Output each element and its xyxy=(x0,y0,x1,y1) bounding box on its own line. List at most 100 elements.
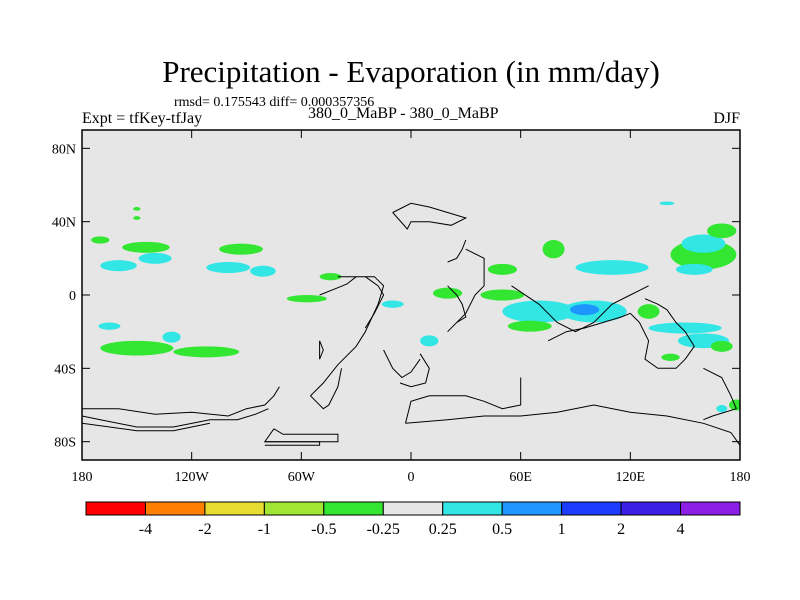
x-tick-label: 120E xyxy=(616,470,646,485)
contour-region xyxy=(98,322,121,330)
x-tick-label: 60W xyxy=(288,470,316,485)
contour-region xyxy=(250,265,276,277)
contour-region xyxy=(286,295,327,303)
contour-region xyxy=(219,243,263,255)
season-label: DJF xyxy=(713,110,740,127)
contour-region xyxy=(637,304,660,319)
coastline xyxy=(319,276,357,296)
contour-region xyxy=(206,262,251,273)
colorbar-swatch xyxy=(680,501,741,516)
colorbar: -4 -2 -1 -0.5 -0.25 0.25 0.5 1 2 4 xyxy=(85,501,741,538)
contour-region xyxy=(91,236,110,244)
contour-region xyxy=(507,320,552,332)
contour-region xyxy=(381,300,404,308)
colorbar-label: 1 xyxy=(558,521,566,538)
x-tick-label: 180 xyxy=(730,470,751,485)
coastline xyxy=(82,386,280,417)
colorbar-swatch xyxy=(501,501,563,516)
colorbar-swatch xyxy=(204,501,265,516)
coastline xyxy=(264,441,321,446)
chart-title: Precipitation - Evaporation (in mm/day) xyxy=(162,54,660,89)
contour-region xyxy=(570,304,600,316)
contour-region xyxy=(480,289,525,301)
coastline xyxy=(703,367,737,421)
stats-line: rmsd= 0.175543 diff= 0.000357356 xyxy=(174,95,375,110)
coastline xyxy=(405,377,522,424)
contour-region xyxy=(100,340,174,356)
contour-region xyxy=(173,346,240,358)
colorbar-label: 0.5 xyxy=(492,521,512,538)
y-tick-label: 40N xyxy=(52,216,76,231)
coastline xyxy=(644,298,668,311)
contour-region xyxy=(487,263,518,275)
coastline xyxy=(82,422,210,432)
y-axis: 80N 40N 0 40S 80S xyxy=(52,142,740,451)
colorbar-label: -0.25 xyxy=(367,521,400,538)
contour-region xyxy=(716,405,728,413)
contour-region xyxy=(319,273,342,281)
coastline xyxy=(447,285,467,323)
y-tick-label: 80S xyxy=(54,436,76,451)
coastline xyxy=(309,276,385,410)
colorbar-swatch xyxy=(620,501,682,516)
coastline xyxy=(547,312,631,342)
x-tick-label: 180 xyxy=(72,470,93,485)
colorbar-label: -0.5 xyxy=(311,521,336,538)
colorbar-swatch xyxy=(382,501,444,516)
colorbar-label: -2 xyxy=(198,521,211,538)
experiment-label: Expt = tfKey-tfJay xyxy=(82,110,203,127)
coastline xyxy=(392,202,468,230)
coastline xyxy=(629,312,686,369)
case-label: 380_0_MaBP - 380_0_MaBP xyxy=(308,105,499,122)
contour-region xyxy=(659,201,675,206)
contour-region xyxy=(681,234,726,253)
contour-region xyxy=(100,260,137,272)
coastline xyxy=(511,285,649,333)
contour-region xyxy=(420,335,439,347)
y-tick-label: 0 xyxy=(69,289,76,304)
contour-region xyxy=(648,322,722,334)
coastline xyxy=(405,404,740,446)
contour-region xyxy=(133,216,141,220)
x-tick-label: 120W xyxy=(175,470,210,485)
plot-background xyxy=(82,130,740,460)
colorbar-label: 0.25 xyxy=(429,521,457,538)
contour-region xyxy=(676,263,713,275)
contour-region xyxy=(432,287,463,299)
coastline xyxy=(319,340,324,360)
x-tick-label: 0 xyxy=(408,470,415,485)
colorbar-swatch xyxy=(323,501,384,516)
colorbar-swatch xyxy=(263,501,325,516)
coastline xyxy=(447,239,467,263)
colorbar-swatch xyxy=(144,501,206,516)
contour-region xyxy=(122,241,170,253)
contour-region xyxy=(575,260,649,275)
x-tick-label: 60E xyxy=(509,470,532,485)
contour-region xyxy=(138,252,172,264)
colorbar-swatch xyxy=(85,501,146,516)
contour-region xyxy=(542,240,565,259)
coastlines xyxy=(82,202,740,446)
contour-region xyxy=(133,207,141,211)
coastline xyxy=(82,408,269,428)
x-axis: 180 120W 60W 0 60E 120E 180 xyxy=(72,130,751,485)
contour-region xyxy=(710,340,733,352)
colorbar-label: 4 xyxy=(677,521,685,538)
y-tick-label: 80N xyxy=(52,142,76,157)
colorbar-swatch xyxy=(561,501,622,516)
colorbar-swatch xyxy=(442,501,503,516)
coastline xyxy=(666,309,695,360)
coastline xyxy=(364,276,385,329)
contour-region xyxy=(661,353,680,362)
colorbar-label: -4 xyxy=(139,521,152,538)
contour-regions xyxy=(91,201,740,413)
colorbar-label: -1 xyxy=(258,521,271,538)
contour-region xyxy=(162,331,181,343)
colorbar-label: 2 xyxy=(617,521,625,538)
y-tick-label: 40S xyxy=(54,362,76,377)
coastline xyxy=(383,349,421,379)
coastline xyxy=(447,248,485,333)
contour-region xyxy=(707,223,737,239)
coastline xyxy=(399,353,430,388)
